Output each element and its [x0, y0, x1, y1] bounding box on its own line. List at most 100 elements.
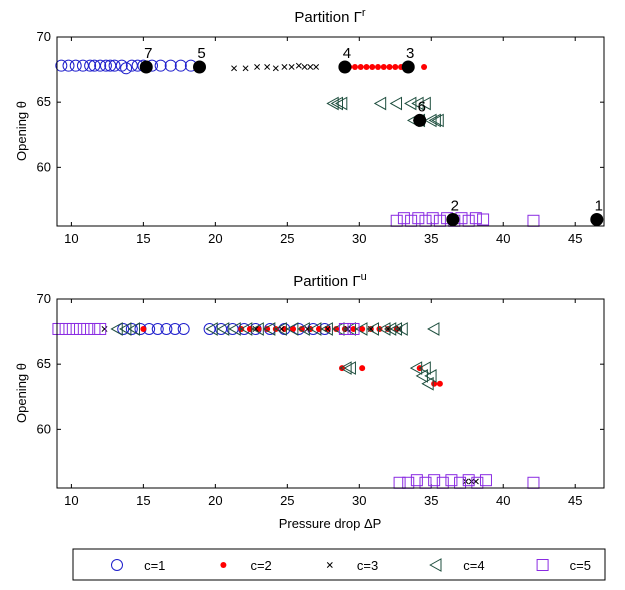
top-point-c4: [373, 96, 387, 111]
bottom-panel: Partition Γu Opening θ Pressure drop ΔP …: [14, 271, 605, 531]
top-point-c3: [307, 64, 314, 70]
top-panel: Partition Γr Opening θ 10 15 20 25 30 35 40 456…: [14, 7, 605, 246]
bottom-point-c5: [74, 322, 87, 335]
top-point-c1: [88, 59, 101, 72]
top-point-c3: [288, 64, 295, 70]
bottom-point-c5: [436, 476, 449, 489]
bottom-series-c4: [110, 322, 440, 391]
bottom-point-c5: [59, 322, 72, 335]
top-point-c5: [405, 214, 418, 227]
top-point-c5: [527, 214, 540, 227]
bottom-point-c5: [410, 474, 423, 487]
bottom-y-tick-label: 60: [37, 421, 51, 436]
top-series-c3: [231, 62, 320, 72]
prototype-label: 2: [451, 197, 459, 214]
bottom-point-c3: [367, 326, 374, 332]
legend: c=1 c=2 c=3 c=4 c=5: [72, 548, 606, 581]
top-point-c4: [411, 96, 424, 111]
top-x-tick-label: 40: [496, 231, 510, 246]
top-point-c1: [69, 59, 82, 72]
top-point-c5: [412, 212, 425, 225]
top-point-c2: [363, 63, 370, 70]
legend-marker-c=1: [111, 559, 123, 571]
top-point-c5: [477, 213, 490, 226]
top-point-c3: [281, 64, 288, 70]
top-point-c4: [424, 113, 437, 128]
legend-marker-c=3: [326, 562, 333, 568]
bottom-point-c5: [402, 476, 415, 489]
bottom-x-tick-label: 20: [208, 493, 222, 508]
bottom-point-c4: [127, 322, 141, 336]
prototype-point: [338, 60, 352, 74]
legend-label: c=1: [144, 558, 165, 573]
bottom-point-c4: [339, 361, 352, 375]
bottom-point-c5: [479, 474, 492, 487]
top-point-c5: [433, 214, 446, 227]
prototype-label: 3: [406, 45, 414, 62]
prototype-point: [413, 113, 427, 127]
top-y-tick-label: 70: [37, 29, 51, 44]
bottom-x-tick-label: 25: [280, 493, 294, 508]
prototype-label: 1: [595, 197, 603, 214]
bottom-point-c1: [160, 322, 173, 335]
bottom-point-c5: [419, 476, 432, 489]
bottom-point-c1: [125, 322, 138, 335]
bottom-point-c5: [94, 322, 107, 335]
legend-marker-c=2: [220, 562, 227, 568]
top-point-c3: [272, 65, 279, 72]
bottom-point-c4: [427, 322, 440, 336]
bottom-point-c3: [278, 326, 285, 332]
bottom-point-c4: [119, 322, 132, 336]
legend-box: [72, 548, 606, 581]
bottom-point-c5: [462, 474, 475, 487]
bottom-axes-box: [56, 298, 605, 489]
legend-label: c=5: [570, 558, 591, 573]
bottom-point-c5: [81, 322, 94, 335]
top-point-c1: [108, 59, 121, 72]
bottom-x-tick-label: 35: [424, 493, 438, 508]
top-point-c5: [462, 214, 475, 227]
top-point-c2: [357, 63, 364, 70]
top-point-c2: [386, 63, 393, 70]
top-point-c1: [55, 59, 68, 72]
prototype-label: 5: [197, 45, 205, 62]
legend-item: c=1: [111, 558, 165, 573]
bottom-point-c5: [445, 474, 458, 487]
top-y-tick-label: 65: [37, 94, 51, 109]
top-x-tick-label: 45: [568, 231, 582, 246]
prototype-point: [401, 60, 415, 74]
top-point-c3: [313, 64, 320, 70]
top-series-c1: [55, 59, 197, 75]
top-point-c1: [174, 59, 187, 72]
bottom-point-c2: [359, 365, 366, 372]
top-point-c2: [351, 63, 358, 70]
bottom-point-c1: [215, 322, 228, 335]
bottom-point-c2: [298, 325, 305, 332]
top-y-axis-label: Opening θ: [14, 101, 29, 161]
bottom-point-c5: [66, 322, 79, 335]
top-point-c4: [418, 96, 431, 111]
bottom-point-c1: [226, 322, 239, 335]
bottom-point-c4: [415, 369, 428, 383]
top-x-tick-label: 35: [424, 231, 438, 246]
bottom-x-axis-label: Pressure drop ΔP: [279, 516, 382, 531]
bottom-y-axis-label: Opening θ: [14, 363, 29, 423]
top-prototypes: 1 2 3 4 5 6 7: [139, 45, 604, 226]
bottom-point-c4: [389, 322, 403, 336]
top-point-c3: [264, 64, 271, 70]
top-point-c1: [164, 59, 177, 72]
prototype-label: 6: [418, 98, 426, 115]
top-point-c5: [426, 212, 439, 225]
bottom-point-c2: [359, 325, 366, 332]
top-point-c2: [375, 63, 382, 70]
bottom-point-c3: [324, 326, 331, 332]
top-point-c1: [125, 59, 138, 72]
bottom-point-c5: [428, 474, 441, 487]
bottom-point-c2: [333, 325, 340, 332]
prototype-point: [446, 212, 460, 226]
top-point-c5: [469, 212, 482, 225]
top-point-c4: [431, 113, 444, 128]
bottom-point-c5: [52, 322, 65, 335]
